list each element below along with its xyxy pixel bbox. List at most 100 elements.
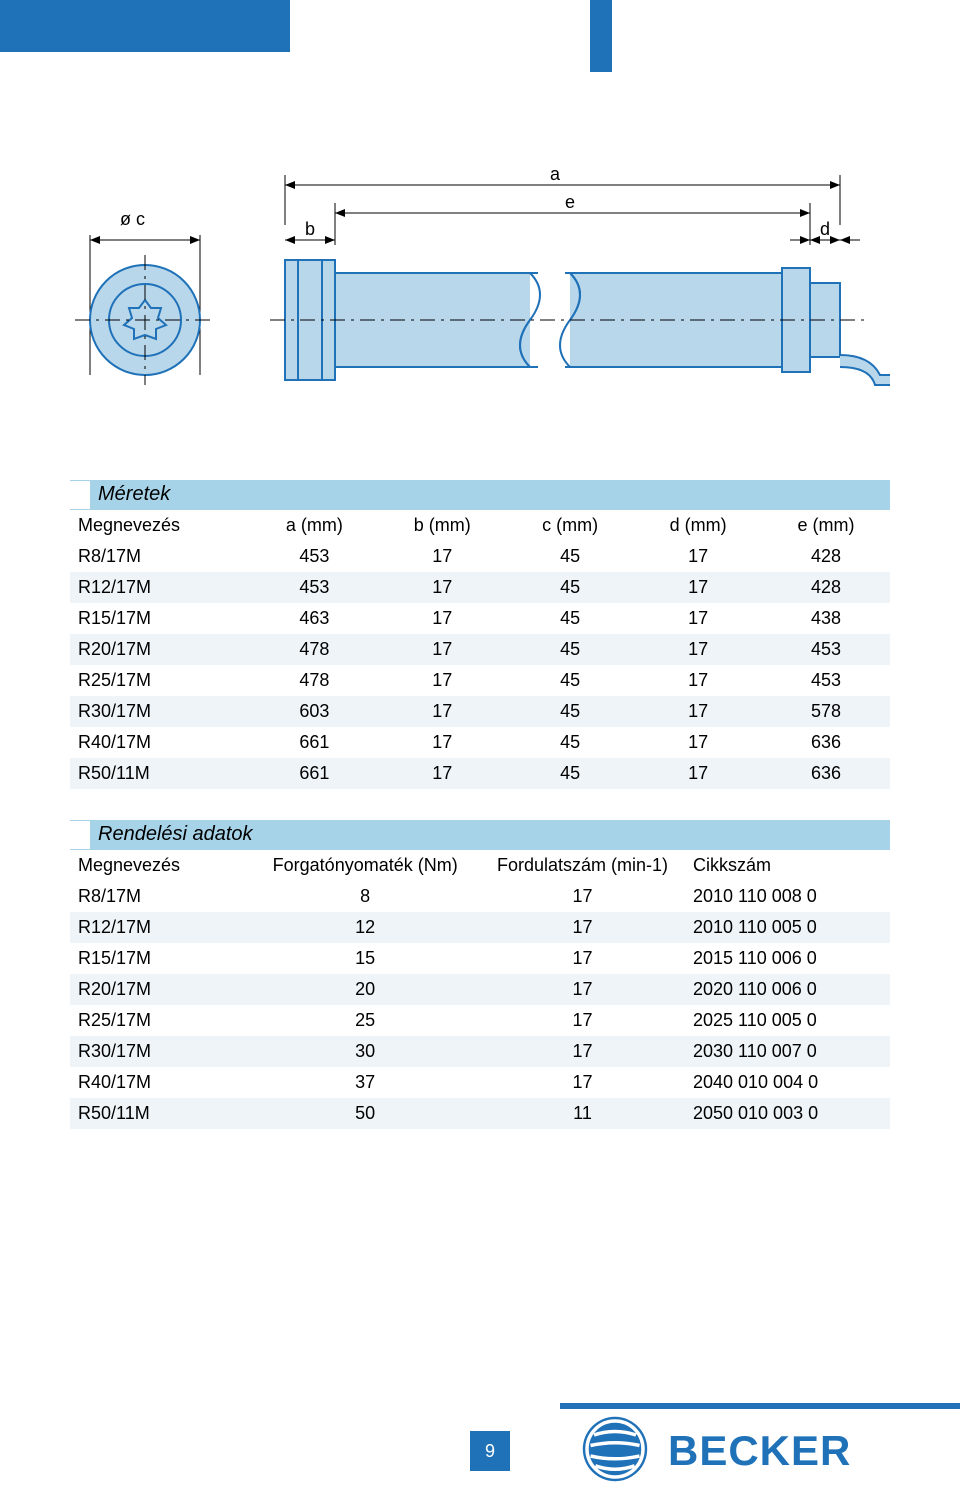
dim-label-e: e <box>565 192 575 212</box>
table-cell: 463 <box>250 603 378 634</box>
table-cell: 17 <box>480 1036 685 1067</box>
table-row: R12/17M453174517428 <box>70 572 890 603</box>
order-section: Rendelési adatok MegnevezésForgatónyomat… <box>70 820 890 1129</box>
table-cell: 17 <box>480 912 685 943</box>
table-cell: 45 <box>506 603 634 634</box>
table-cell: 17 <box>378 665 506 696</box>
table-cell: 2020 110 006 0 <box>685 974 890 1005</box>
table-cell: 17 <box>378 541 506 572</box>
table-cell: 12 <box>250 912 480 943</box>
table-cell: 17 <box>634 541 762 572</box>
table-cell: 453 <box>762 665 890 696</box>
table-cell: 661 <box>250 758 378 789</box>
table-cell: 2050 010 003 0 <box>685 1098 890 1129</box>
dim-label-b: b <box>305 219 315 239</box>
page: a e b d ø c <box>0 0 960 1491</box>
table-cell: 17 <box>378 572 506 603</box>
table-cell: 17 <box>378 758 506 789</box>
dim-label-a: a <box>550 165 561 184</box>
table-cell: 30 <box>250 1036 480 1067</box>
table-cell: 20 <box>250 974 480 1005</box>
table-row: R40/17M661174517636 <box>70 727 890 758</box>
table-cell: 2030 110 007 0 <box>685 1036 890 1067</box>
table-cell: 45 <box>506 758 634 789</box>
table-cell: R40/17M <box>70 1067 250 1098</box>
footer-brand: BECKER <box>560 1411 960 1491</box>
table-cell: 2010 110 008 0 <box>685 881 890 912</box>
table-cell: 453 <box>762 634 890 665</box>
table-cell: 17 <box>378 727 506 758</box>
table-cell: R50/11M <box>70 758 250 789</box>
table-cell: 453 <box>250 541 378 572</box>
column-header: c (mm) <box>506 510 634 541</box>
table-cell: R8/17M <box>70 881 250 912</box>
order-table: MegnevezésForgatónyomaték (Nm)Fordulatsz… <box>70 850 890 1129</box>
table-cell: R12/17M <box>70 572 250 603</box>
table-row: R8/17M453174517428 <box>70 541 890 572</box>
table-cell: 2010 110 005 0 <box>685 912 890 943</box>
table-cell: 17 <box>480 1005 685 1036</box>
dim-label-d: d <box>820 219 830 239</box>
table-cell: 15 <box>250 943 480 974</box>
section-title: Méretek <box>90 480 180 510</box>
table-cell: 478 <box>250 665 378 696</box>
table-cell: 17 <box>634 727 762 758</box>
table-cell: 17 <box>480 974 685 1005</box>
table-cell: 25 <box>250 1005 480 1036</box>
column-header: Megnevezés <box>70 510 250 541</box>
table-cell: 45 <box>506 572 634 603</box>
column-header: d (mm) <box>634 510 762 541</box>
brand-name: BECKER <box>668 1427 851 1475</box>
table-cell: 45 <box>506 634 634 665</box>
table-cell: 603 <box>250 696 378 727</box>
table-row: R8/17M8172010 110 008 0 <box>70 881 890 912</box>
table-cell: 17 <box>480 881 685 912</box>
column-header: Forgatónyomaték (Nm) <box>250 850 480 881</box>
header-bar-left <box>0 0 290 52</box>
table-row: R15/17M463174517438 <box>70 603 890 634</box>
table-cell: 428 <box>762 541 890 572</box>
table-cell: 11 <box>480 1098 685 1129</box>
table-cell: R25/17M <box>70 1005 250 1036</box>
table-row: R40/17M37172040 010 004 0 <box>70 1067 890 1098</box>
table-cell: R15/17M <box>70 603 250 634</box>
table-row: R50/11M661174517636 <box>70 758 890 789</box>
table-cell: 453 <box>250 572 378 603</box>
table-row: R30/17M603174517578 <box>70 696 890 727</box>
technical-diagram: a e b d ø c <box>70 165 890 415</box>
table-cell: 45 <box>506 727 634 758</box>
table-cell: R40/17M <box>70 727 250 758</box>
table-cell: R30/17M <box>70 1036 250 1067</box>
column-header: Cikkszám <box>685 850 890 881</box>
column-header: Fordulatszám (min-1) <box>480 850 685 881</box>
column-header: a (mm) <box>250 510 378 541</box>
table-cell: 17 <box>480 943 685 974</box>
table-cell: 2025 110 005 0 <box>685 1005 890 1036</box>
table-cell: 17 <box>634 665 762 696</box>
table-cell: 578 <box>762 696 890 727</box>
table-row: R15/17M15172015 110 006 0 <box>70 943 890 974</box>
table-cell: 438 <box>762 603 890 634</box>
table-cell: 17 <box>634 572 762 603</box>
table-cell: 661 <box>250 727 378 758</box>
page-number-text: 9 <box>485 1441 495 1462</box>
table-row: R30/17M30172030 110 007 0 <box>70 1036 890 1067</box>
table-cell: 37 <box>250 1067 480 1098</box>
page-number: 9 <box>470 1431 510 1471</box>
dimensions-section: Méretek Megnevezésa (mm)b (mm)c (mm)d (m… <box>70 480 890 789</box>
table-cell: R12/17M <box>70 912 250 943</box>
table-cell: R30/17M <box>70 696 250 727</box>
table-cell: 17 <box>634 758 762 789</box>
table-cell: 2040 010 004 0 <box>685 1067 890 1098</box>
header-bar-accent <box>590 0 612 72</box>
section-title-bar: Méretek <box>70 480 890 510</box>
table-row: R25/17M25172025 110 005 0 <box>70 1005 890 1036</box>
table-cell: R15/17M <box>70 943 250 974</box>
dim-label-c: ø c <box>120 209 145 229</box>
table-cell: 50 <box>250 1098 480 1129</box>
table-cell: 2015 110 006 0 <box>685 943 890 974</box>
column-header: e (mm) <box>762 510 890 541</box>
table-cell: 45 <box>506 665 634 696</box>
table-cell: 17 <box>480 1067 685 1098</box>
table-cell: R8/17M <box>70 541 250 572</box>
